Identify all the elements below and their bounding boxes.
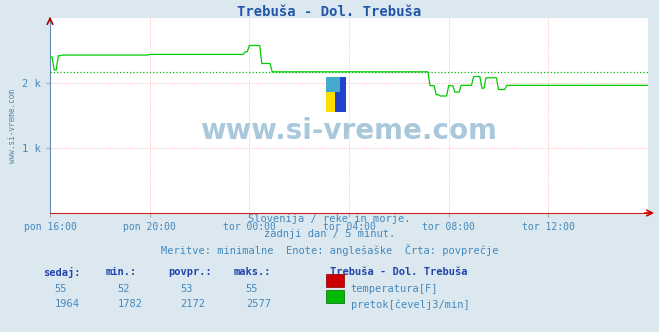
- Text: 53: 53: [180, 284, 192, 294]
- Text: Trebuša - Dol. Trebuša: Trebuša - Dol. Trebuša: [330, 267, 467, 277]
- Text: 55: 55: [246, 284, 258, 294]
- Text: sedaj:: sedaj:: [43, 267, 80, 278]
- Text: 2577: 2577: [246, 299, 271, 309]
- Text: temperatura[F]: temperatura[F]: [351, 284, 438, 294]
- Text: min.:: min.:: [105, 267, 136, 277]
- Text: Slovenija / reke in morje.: Slovenija / reke in morje.: [248, 214, 411, 224]
- Text: 1782: 1782: [117, 299, 142, 309]
- Text: zadnji dan / 5 minut.: zadnji dan / 5 minut.: [264, 229, 395, 239]
- Bar: [326, 76, 340, 92]
- Text: maks.:: maks.:: [234, 267, 272, 277]
- Text: www.si-vreme.com: www.si-vreme.com: [9, 89, 18, 163]
- Bar: [326, 76, 341, 112]
- Text: 52: 52: [117, 284, 130, 294]
- Text: Trebuša - Dol. Trebuša: Trebuša - Dol. Trebuša: [237, 5, 422, 19]
- Text: povpr.:: povpr.:: [168, 267, 212, 277]
- Text: 55: 55: [55, 284, 67, 294]
- Bar: [335, 76, 346, 112]
- Text: www.si-vreme.com: www.si-vreme.com: [200, 117, 498, 145]
- Text: 2172: 2172: [180, 299, 205, 309]
- Text: 1964: 1964: [55, 299, 80, 309]
- Text: pretok[čevelj3/min]: pretok[čevelj3/min]: [351, 299, 470, 310]
- Text: Meritve: minimalne  Enote: anglešaške  Črta: povprečje: Meritve: minimalne Enote: anglešaške Črt…: [161, 244, 498, 256]
